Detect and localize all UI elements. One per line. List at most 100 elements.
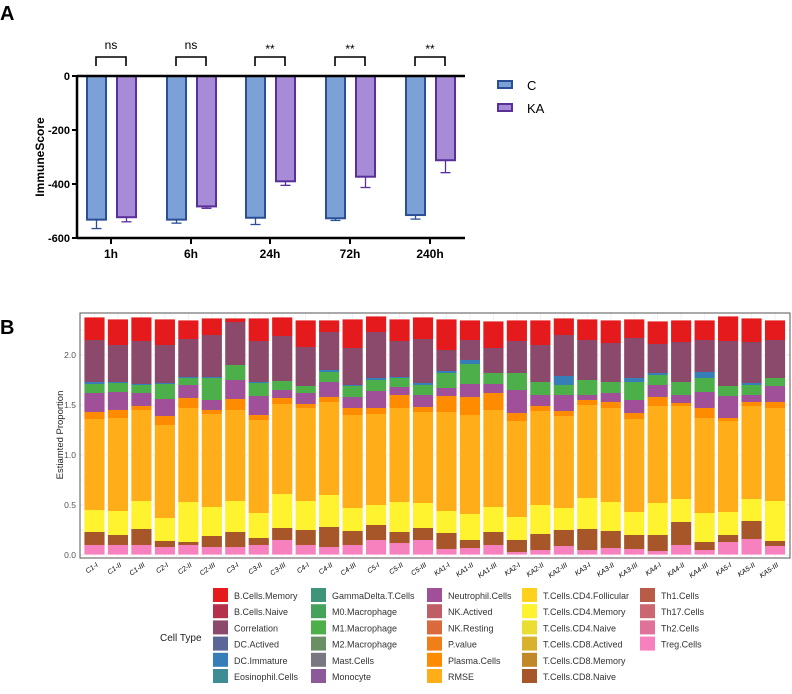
bar-segment-C2-II-Neutrophil.Cells	[177, 385, 199, 398]
bar-segment-KA3-III-T.Cells.CD8.Naive	[623, 535, 645, 549]
bar-segment-C5-III-B.Cells.Memory	[412, 317, 434, 339]
legend-label: M0.Macrophage	[332, 607, 397, 617]
bar-segment-C3-III-Neutrophil.Cells	[271, 390, 293, 398]
significance-bracket	[334, 56, 366, 66]
bar-outline	[318, 319, 341, 556]
x-tick-label: KA2-II	[526, 562, 546, 579]
bar-segment-C2-III-M1.Macrophage	[201, 378, 223, 400]
bar-outline	[177, 319, 200, 556]
bar-segment-KA3-III-RMSE	[623, 419, 645, 512]
significance-label: **	[425, 42, 435, 56]
bar-c-6h	[166, 75, 187, 221]
bar-segment-C1-I-T.Cells.CD4.Memory	[84, 510, 105, 532]
legend-swatch-t-cells-cd8-actived	[522, 636, 537, 651]
x-tick-label: KA3-III	[618, 562, 640, 580]
bar-segment-C1-II-Plasma.Cells	[107, 410, 129, 418]
bar-segment-C2-II-Correlation	[177, 339, 199, 377]
legend-label: Plasma.Cells	[448, 656, 501, 666]
bar-segment-KA3-III-Plasma.Cells	[623, 413, 645, 419]
legend-label: DC.Actived	[234, 640, 279, 650]
y-tick-label: 0	[64, 71, 70, 83]
bar-segment-KA2-III-T.Cells.CD8.Naive	[553, 530, 575, 546]
bar-segment-KA4-I-Treg.Cells	[647, 551, 669, 555]
legend-swatch-monocyte	[311, 669, 326, 683]
bar-segment-KA5-II-Plasma.Cells	[741, 402, 763, 406]
bar-segment-KA2-III-Correlation	[553, 335, 575, 376]
x-tick-label: 24h	[260, 247, 281, 261]
bar-segment-KA2-I-Correlation	[506, 341, 528, 373]
x-tick-label: C2-II	[177, 562, 193, 576]
plot-frame	[79, 312, 791, 559]
bar-segment-C1-I-RMSE	[84, 419, 105, 510]
bar-segment-KA1-III-Plasma.Cells	[482, 393, 504, 410]
legend-swatch-t-cells-cd8-memory	[522, 652, 537, 667]
bar-segment-C4-II-B.Cells.Memory	[318, 320, 340, 332]
bar-segment-KA1-III-T.Cells.CD8.Naive	[482, 532, 504, 545]
bar-segment-C3-II-M1.Macrophage	[248, 383, 270, 396]
bar-segment-C4-III-T.Cells.CD4.Memory	[342, 508, 364, 531]
x-tick-label: C1-I	[85, 562, 100, 575]
bar-segment-C2-I-Treg.Cells	[154, 547, 176, 555]
bar-segment-C3-II-T.Cells.CD4.Memory	[248, 513, 270, 538]
significance-label: **	[345, 42, 355, 56]
bar-segment-KA5-III-M1.Macrophage	[764, 378, 786, 386]
bar-segment-KA1-I-T.Cells.CD8.Naive	[436, 533, 457, 549]
bar-segment-C2-II-Treg.Cells	[177, 545, 199, 555]
bar-segment-KA1-I-B.Cells.Memory	[436, 319, 457, 350]
x-tick-label: KA3-I	[574, 562, 592, 578]
bar-c-1h	[86, 75, 107, 221]
bar-segment-KA4-III-B.Cells.Memory	[694, 320, 716, 340]
bar-segment-C5-I-T.Cells.CD4.Memory	[365, 505, 387, 525]
x-tick-label: C3-III	[269, 562, 287, 578]
bar-segment-C4-III-DC.Immature	[342, 385, 364, 386]
bar-segment-C1-III-Treg.Cells	[130, 545, 152, 555]
bar-segment-C1-II-Correlation	[107, 345, 129, 382]
bar-segment-C5-III-Correlation	[412, 339, 434, 383]
legend-swatch-b-cells-naive	[213, 604, 228, 619]
bar-segment-C5-II-Treg.Cells	[389, 543, 411, 555]
bar-segment-C5-II-T.Cells.CD4.Memory	[389, 502, 411, 532]
bar-outline	[412, 316, 434, 556]
x-tick-label: C4-III	[340, 562, 358, 578]
legend-label: RMSE	[448, 672, 474, 682]
bar-outline	[435, 318, 458, 556]
bar-outline	[693, 319, 716, 556]
bar-segment-KA4-I-M1.Macrophage	[647, 375, 669, 385]
x-tick-label: KA1-I	[433, 562, 451, 578]
bar-segment-KA2-II-Plasma.Cells	[529, 406, 551, 411]
y-axis-label: Estiamted Proportion	[55, 391, 66, 480]
bar-ka-72h	[355, 75, 376, 178]
bar-ka-6h	[196, 75, 217, 208]
bar-ka-240h	[435, 75, 456, 162]
panel-label-a: A	[0, 3, 14, 25]
legend-label: P.value	[448, 640, 477, 650]
bar-segment-C2-III-T.Cells.CD4.Memory	[201, 507, 223, 536]
y-tick-label: -400	[48, 179, 70, 191]
bar-segment-KA4-II-Neutrophil.Cells	[670, 395, 692, 403]
legend-swatch-t-cells-cd4-follicular	[522, 588, 537, 602]
x-tick-label: KA1-III	[477, 562, 499, 580]
bar-segment-C5-II-M1.Macrophage	[389, 378, 411, 387]
bar-segment-C1-II-M1.Macrophage	[107, 383, 129, 392]
bar-segment-KA4-II-B.Cells.Memory	[670, 320, 692, 342]
x-tick-label: KA2-III	[547, 562, 569, 580]
bar-segment-KA5-III-Plasma.Cells	[764, 402, 786, 408]
bar-segment-C1-I-B.Cells.Memory	[84, 317, 105, 340]
legend-swatch-b-cells-memory	[213, 588, 228, 602]
legend-swatch-plasma-cells	[427, 652, 442, 667]
bar-segment-C5-II-T.Cells.CD8.Naive	[389, 532, 411, 543]
bar-segment-C5-III-T.Cells.CD8.Naive	[412, 528, 434, 540]
bar-outline	[200, 317, 223, 556]
bar-segment-KA3-II-T.Cells.CD8.Naive	[600, 531, 622, 548]
legend-swatch-nk-actived	[427, 604, 442, 619]
bar-segment-KA2-III-Neutrophil.Cells	[553, 395, 575, 411]
x-tick-label: KA5-I	[715, 562, 733, 578]
bar-segment-KA4-II-T.Cells.CD4.Memory	[670, 499, 692, 522]
bar-segment-C4-I-T.Cells.CD4.Memory	[295, 501, 317, 530]
bar-outline	[576, 318, 599, 556]
bar-segment-C3-I-Plasma.Cells	[224, 399, 246, 410]
bar-segment-KA4-III-Treg.Cells	[694, 550, 716, 555]
legend-swatch-th2-cells	[640, 620, 655, 635]
bar-segment-KA1-I-Treg.Cells	[436, 549, 457, 555]
legend-label: M1.Macrophage	[332, 623, 397, 633]
